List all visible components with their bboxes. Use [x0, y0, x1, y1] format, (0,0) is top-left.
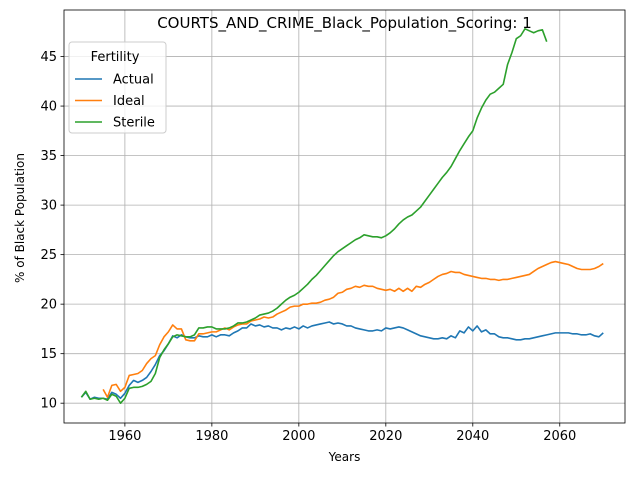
y-tick-label: 45 — [40, 50, 57, 65]
legend-title: Fertility — [91, 50, 140, 65]
x-tick-label: 2040 — [456, 429, 489, 444]
legend-label-ideal: Ideal — [113, 94, 145, 109]
legend-label-actual: Actual — [113, 73, 154, 88]
y-axis-label: % of Black Population — [13, 153, 27, 283]
y-tick-label: 30 — [40, 199, 57, 214]
y-tick-label: 10 — [40, 397, 57, 412]
legend-entries: Actual Ideal Sterile — [75, 73, 155, 131]
y-tick-label: 35 — [40, 149, 57, 164]
legend-label-sterile: Sterile — [113, 116, 155, 131]
plot-frame — [63, 9, 626, 424]
y-tick-label: 20 — [40, 298, 57, 313]
chart-title: COURTS_AND_CRIME_Black_Population_Scorin… — [157, 14, 532, 33]
y-tick-label: 40 — [40, 100, 57, 115]
series-line-sterile — [80, 28, 548, 404]
grid — [64, 10, 625, 423]
legend: Fertility Actual Ideal Sterile — [68, 41, 167, 134]
series-line-ideal — [102, 260, 604, 399]
x-tick-label: 2060 — [543, 429, 576, 444]
series-lines — [80, 28, 604, 404]
x-tick-label: 2000 — [282, 429, 315, 444]
x-axis-label: Years — [328, 450, 361, 464]
x-tick-label: 1960 — [108, 429, 141, 444]
x-tick-label: 2020 — [369, 429, 402, 444]
axis-ticks: 1960 1980 2000 2020 2040 2060 10 15 20 25 30 35 40 45 — [40, 50, 576, 444]
y-tick-label: 15 — [40, 347, 57, 362]
y-tick-label: 25 — [40, 248, 57, 263]
x-tick-label: 1980 — [195, 429, 228, 444]
legend-box — [68, 41, 167, 134]
